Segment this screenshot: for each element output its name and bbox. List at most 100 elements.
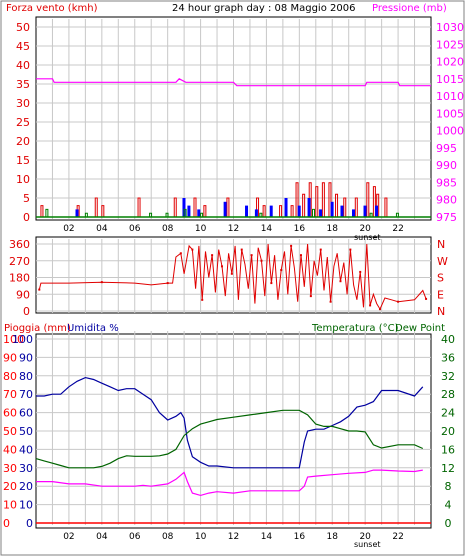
- wind-axis-title: Forza vento (kmh): [6, 3, 98, 14]
- calm-bar: [259, 212, 263, 217]
- sunset-label-2: sunset: [354, 540, 381, 549]
- x-tick-label: 12: [228, 224, 239, 234]
- x-tick-label: 10: [195, 532, 207, 542]
- gust-bar: [223, 201, 227, 217]
- direction-point: [166, 282, 169, 285]
- gust-bar: [187, 205, 191, 217]
- wind-bar: [302, 193, 306, 217]
- x-tick-label: 18: [327, 224, 339, 234]
- panel-1-frame: [35, 16, 432, 221]
- humidity-axis-title: Umidita %: [67, 323, 119, 334]
- pressure-tick-label: 1025: [436, 38, 464, 51]
- x-tick-label: 02: [63, 532, 74, 542]
- direction-point: [369, 304, 372, 307]
- pressure-tick-label: 985: [436, 176, 457, 189]
- humidity-tick-label: 10: [19, 499, 33, 512]
- direction-line: [38, 243, 427, 311]
- temperature-tick-label: 20: [441, 425, 455, 438]
- pressure-tick-label: 995: [436, 142, 457, 155]
- pressure-tick-label: 1000: [436, 125, 464, 138]
- chart-title: 24 hour graph day : 08 Maggio 2006: [172, 3, 355, 14]
- x-tick-label: 14: [261, 224, 273, 234]
- rain-axis-title: Pioggia (mm): [4, 323, 71, 334]
- humidity-tick-label: 60: [19, 407, 33, 420]
- gust-bar: [330, 201, 334, 217]
- rain-tick-label: 0: [3, 517, 10, 530]
- x-tick-label: 20: [359, 224, 371, 234]
- wind-bar: [262, 205, 266, 217]
- direction-point: [211, 254, 214, 257]
- direction-point: [250, 254, 253, 257]
- gust-bar: [340, 205, 344, 217]
- gust-bar: [75, 209, 79, 217]
- x-tick-label: 22: [392, 224, 403, 234]
- x-tick-label: 18: [327, 532, 339, 542]
- calm-bar: [84, 212, 88, 217]
- calm-bar: [312, 208, 315, 217]
- wind-bar: [384, 197, 388, 217]
- humidity-tick-label: 0: [26, 517, 33, 530]
- rain-tick-label: 40: [3, 443, 17, 456]
- humidity-tick-label: 30: [19, 462, 33, 475]
- gust-bar: [352, 209, 355, 217]
- wind-bar: [173, 197, 177, 217]
- rain-tick-label: 50: [3, 425, 17, 438]
- wind-bar: [335, 193, 339, 217]
- wind-bar: [203, 205, 207, 217]
- gust-bar: [197, 209, 201, 217]
- direction-point: [349, 248, 352, 251]
- compass-tick-label: W: [437, 255, 448, 268]
- rain-tick-label: 80: [3, 370, 17, 383]
- pressure-tick-label: 990: [436, 159, 457, 172]
- x-tick-label: 22: [392, 532, 403, 542]
- wind-tick-label: 5: [23, 192, 30, 205]
- pressure-tick-label: 1015: [436, 73, 464, 86]
- wind-tick-label: 30: [16, 97, 30, 110]
- direction-point: [290, 244, 293, 247]
- wind-bar: [137, 197, 141, 217]
- direction-tick-label: 270: [9, 255, 30, 268]
- rain-tick-label: 10: [3, 499, 17, 512]
- wind-bar: [226, 197, 230, 217]
- temperature-tick-label: 40: [441, 333, 455, 346]
- direction-point: [270, 282, 273, 285]
- direction-point: [280, 269, 283, 272]
- pressure-tick-label: 980: [436, 194, 457, 207]
- wind-bar: [295, 182, 299, 217]
- humidity-tick-label: 100: [12, 333, 33, 346]
- temperature-tick-label: 28: [441, 388, 455, 401]
- gust-bar: [307, 198, 311, 217]
- compass-tick-label: N: [437, 305, 445, 318]
- rain-tick-label: 70: [3, 388, 17, 401]
- wind-tick-label: 20: [16, 135, 30, 148]
- humidity-tick-label: 90: [19, 351, 33, 364]
- wind-bar: [321, 182, 325, 217]
- pressure-line: [36, 78, 431, 87]
- temperature-tick-label: 24: [441, 407, 455, 420]
- direction-point: [329, 300, 332, 303]
- wind-bar: [315, 186, 319, 217]
- rain-tick-label: 30: [3, 462, 17, 475]
- direction-point: [339, 280, 342, 283]
- wind-tick-label: 25: [16, 116, 30, 129]
- calm-bar: [149, 212, 153, 217]
- calm-bar: [369, 212, 373, 217]
- temperature-tick-label: 8: [445, 480, 452, 493]
- x-tick-label: 06: [129, 224, 141, 234]
- pressure-tick-label: 1020: [436, 56, 464, 69]
- calm-bar: [395, 212, 399, 217]
- wind-bar: [343, 197, 347, 217]
- direction-point: [319, 248, 322, 251]
- humidity-tick-label: 70: [19, 388, 33, 401]
- x-tick-label: 04: [96, 224, 108, 234]
- compass-tick-label: S: [437, 272, 444, 285]
- wind-bar: [279, 205, 283, 217]
- pressure-tick-label: 1010: [436, 90, 464, 103]
- gust-bar: [254, 209, 258, 217]
- calm-bar: [183, 208, 187, 217]
- humidity-tick-label: 40: [19, 443, 33, 456]
- direction-point: [179, 252, 182, 255]
- direction-tick-label: 180: [9, 272, 30, 285]
